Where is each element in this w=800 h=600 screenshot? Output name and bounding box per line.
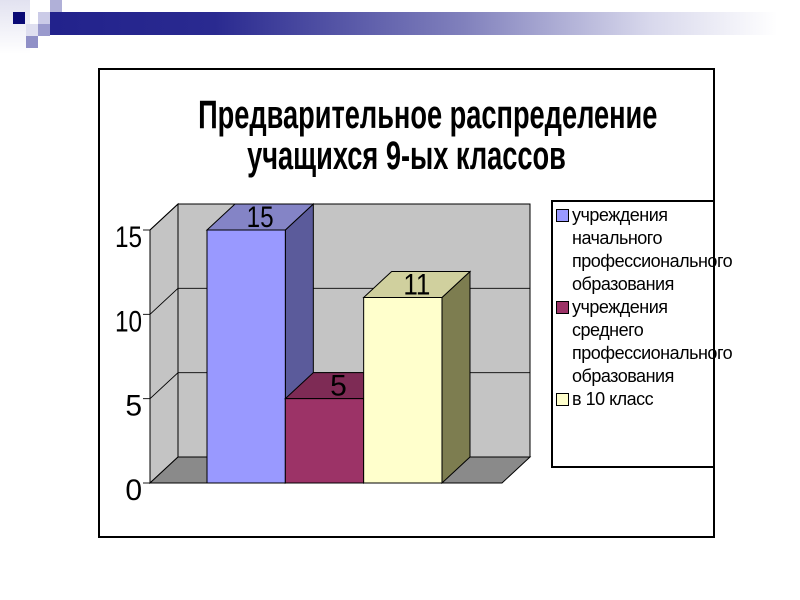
legend-swatch	[556, 301, 569, 314]
chart-title-line-2: учащихся 9-ых классов	[247, 134, 566, 178]
sidewall-gridline-15	[149, 203, 179, 231]
deco-square-2	[50, 0, 62, 12]
bar-1-front	[284, 398, 365, 484]
corner-gradient-strip	[0, 0, 30, 54]
legend-label: учреждения начального профессионального …	[572, 205, 733, 294]
y-tick-label-5: 5	[125, 390, 142, 423]
sidewall-gridline-5	[149, 372, 179, 399]
chart-frame: Предварительное распределение учащихся 9…	[98, 68, 733, 538]
legend-entry: в 10 класс	[555, 388, 713, 411]
deco-square-5	[38, 24, 50, 36]
y-tick-label-0: 0	[125, 474, 142, 507]
sidewall-gridline-10	[149, 288, 179, 315]
deco-square-1	[13, 12, 25, 24]
legend-swatch	[556, 393, 569, 406]
legend-entry: учреждения начального профессионального …	[555, 204, 733, 296]
plot-area: 0 5 10 15 15 5 11	[115, 201, 532, 507]
bar-0-value-label: 15	[247, 201, 274, 234]
y-tick-label-10: 10	[115, 305, 142, 338]
bar-2-value-label: 11	[403, 268, 430, 301]
legend-entry: учреждения среднего профессионального об…	[555, 296, 733, 388]
chart-title-line-1: Предварительное распределение	[198, 93, 658, 137]
chart-title: Предварительное распределение учащихся 9…	[100, 95, 713, 177]
legend-label: в 10 класс	[572, 389, 654, 409]
deco-square-4	[26, 24, 38, 36]
y-tick-label-15: 15	[115, 221, 142, 254]
legend: учреждения начального профессионального …	[551, 200, 733, 468]
plot-side-wall	[149, 202, 179, 485]
legend-label: учреждения среднего профессионального об…	[572, 297, 733, 386]
accent-bar	[50, 12, 800, 35]
legend-swatch	[556, 209, 569, 222]
deco-square-3	[38, 12, 50, 24]
bar-1-value-label: 5	[330, 370, 347, 403]
bar-2-side	[441, 270, 471, 485]
bar-2-front	[363, 296, 443, 484]
deco-square-6	[26, 36, 38, 48]
bar-0-front	[206, 229, 286, 484]
